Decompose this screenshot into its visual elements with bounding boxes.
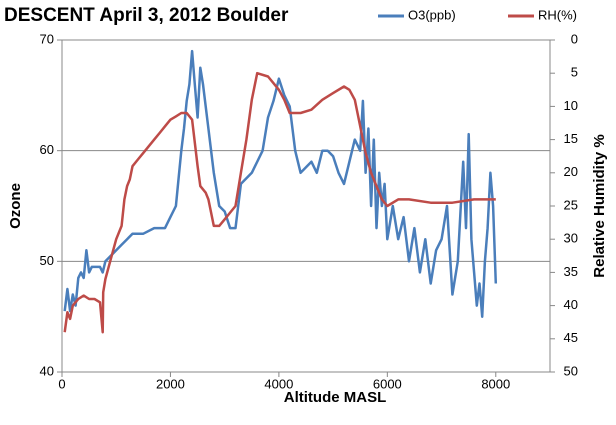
- y2-tick-label: 15: [564, 131, 578, 146]
- y2-tick-label: 20: [564, 164, 578, 179]
- chart-title: DESCENT April 3, 2012 Boulder: [4, 5, 289, 26]
- y2-tick-label: 25: [564, 197, 578, 212]
- data-line: [63, 71, 496, 334]
- y-axis-label: Ozone: [7, 183, 24, 229]
- x-tick-label: 6000: [373, 376, 402, 391]
- y-tick-label: 70: [40, 31, 54, 46]
- x-tick-label: 0: [58, 376, 65, 391]
- x-axis-label: Altitude MASL: [284, 389, 387, 406]
- y-tick-label: 50: [40, 253, 54, 268]
- x-tick-label: 2000: [156, 376, 185, 391]
- x-tick-label: 4000: [264, 376, 293, 391]
- x-tick-label: 8000: [481, 376, 510, 391]
- y2-tick-label: 5: [571, 65, 578, 80]
- legend-label: O3(ppb): [408, 7, 456, 22]
- y-tick-label: 40: [40, 363, 54, 378]
- plot-frame: [61, 39, 551, 373]
- y2-tick-label: 10: [564, 98, 578, 113]
- y2-tick-label: 30: [564, 231, 578, 246]
- y2-tick-label: 50: [564, 363, 578, 378]
- y2-tick-label: 0: [571, 31, 578, 46]
- y2-tick-label: 45: [564, 330, 578, 345]
- data-line: [63, 49, 498, 318]
- y2-axis-label: Relative Humidity %: [591, 134, 608, 277]
- y-tick-label: 60: [40, 142, 54, 157]
- legend-label: RH(%): [538, 7, 577, 22]
- y2-tick-label: 40: [564, 297, 578, 312]
- y2-tick-label: 35: [564, 264, 578, 279]
